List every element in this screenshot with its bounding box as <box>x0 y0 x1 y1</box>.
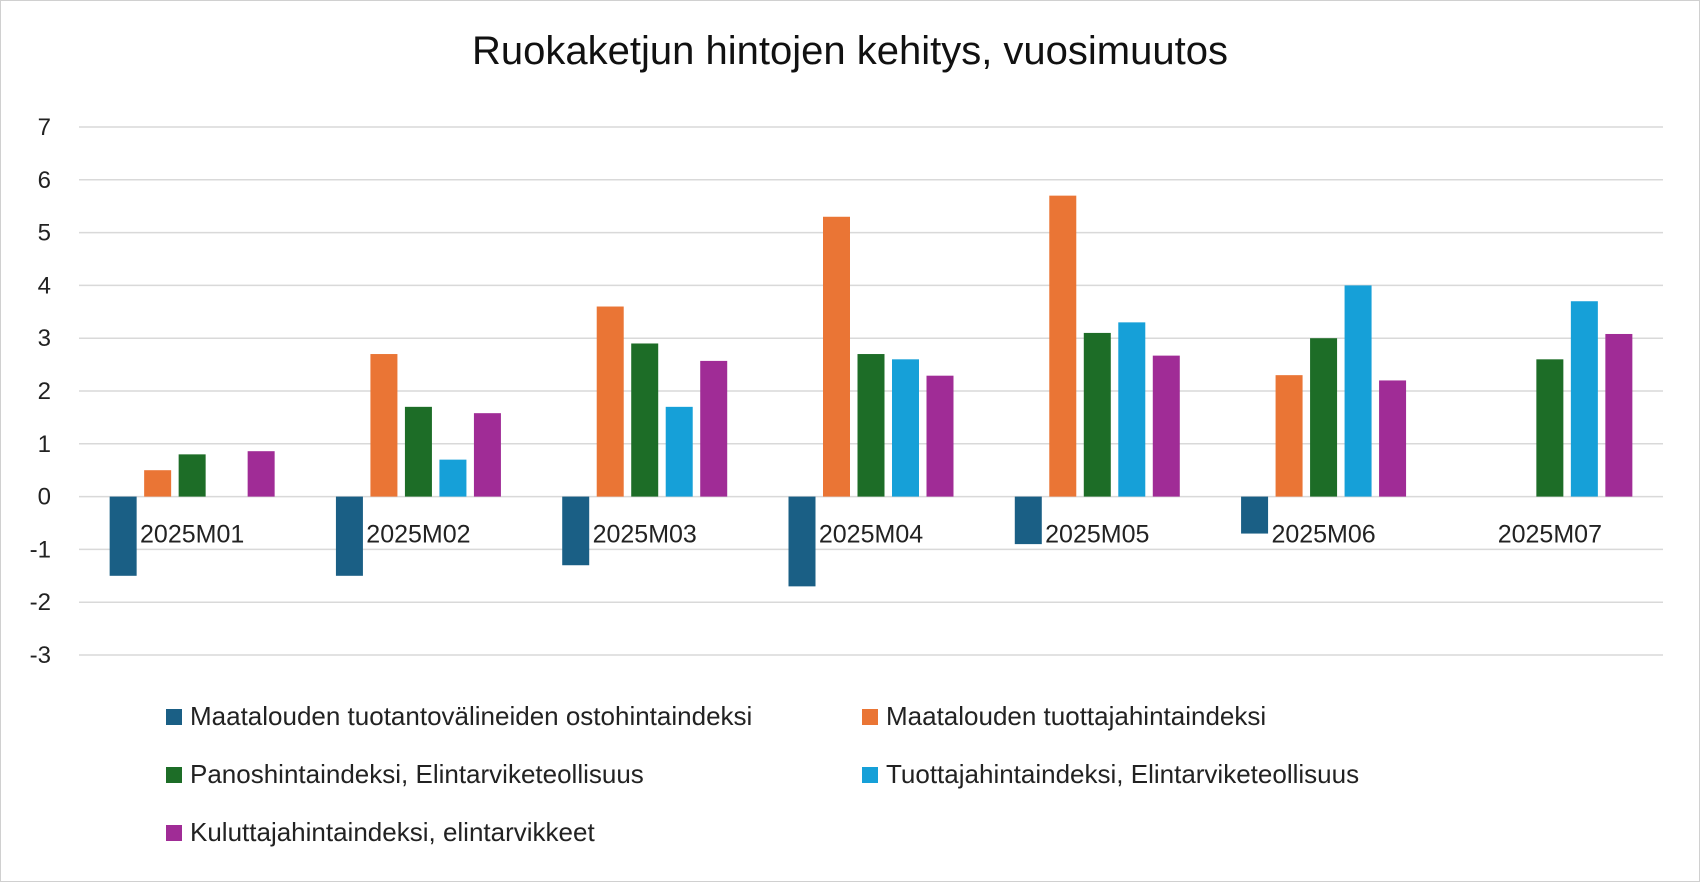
y-tick-label: -3 <box>30 642 51 669</box>
y-tick-label: 4 <box>38 272 51 299</box>
bars <box>109 195 1633 587</box>
bar <box>370 354 398 497</box>
y-tick-label: 5 <box>38 220 51 247</box>
bar <box>665 406 693 497</box>
legend-swatch <box>166 824 182 841</box>
legend-swatch <box>862 708 878 725</box>
y-tick-label: -1 <box>30 536 51 563</box>
legend-label: Panoshintaindeksi, Elintarviketeollisuus <box>190 759 644 789</box>
bar <box>562 496 590 566</box>
bar <box>144 470 172 497</box>
legend-swatch <box>166 708 182 725</box>
y-tick-label: -2 <box>30 589 51 616</box>
bar <box>1570 301 1598 497</box>
bar <box>823 216 850 497</box>
bar <box>788 496 816 587</box>
x-category-label: 2025M06 <box>1271 521 1375 549</box>
bar <box>700 360 728 497</box>
legend-item: Maatalouden tuottajahintaindeksi <box>862 701 1266 732</box>
legend-label: Tuottajahintaindeksi, Elintarviketeollis… <box>886 759 1360 789</box>
legend-label: Maatalouden tuotantovälineiden ostohinta… <box>190 701 753 731</box>
y-tick-label: 2 <box>38 378 51 405</box>
y-tick-label: 3 <box>38 325 51 352</box>
bar <box>1118 322 1146 497</box>
bar <box>1083 332 1111 497</box>
y-tick-label: 6 <box>38 167 51 194</box>
legend-label: Kuluttajahintaindeksi, elintarvikkeet <box>190 817 595 847</box>
legend-label: Maatalouden tuottajahintaindeksi <box>886 701 1267 731</box>
bar <box>439 459 467 497</box>
chart-title: Ruokaketjun hintojen kehitys, vuosimuuto… <box>472 29 1228 73</box>
bar <box>247 451 275 497</box>
bar <box>596 306 624 497</box>
legend-swatch <box>166 766 182 783</box>
bar <box>335 496 363 576</box>
bar <box>473 413 501 497</box>
bar <box>109 496 137 576</box>
bar <box>1014 496 1042 545</box>
bar <box>1152 355 1180 497</box>
legend-item: Panoshintaindeksi, Elintarviketeollisuus <box>166 759 644 790</box>
bar <box>1536 359 1564 497</box>
bar <box>892 359 919 497</box>
bar <box>926 375 954 497</box>
bar <box>178 454 206 497</box>
y-tick-label: 0 <box>38 484 51 511</box>
x-category-label: 2025M05 <box>1045 521 1149 549</box>
legend-item: Kuluttajahintaindeksi, elintarvikkeet <box>166 817 595 848</box>
bar <box>1241 496 1269 534</box>
y-axis-ticks: 7 6 5 4 3 2 1 0 -1 -2 -3 <box>30 114 51 669</box>
bar <box>1344 285 1372 497</box>
x-category-label: 2025M01 <box>140 521 244 549</box>
bar <box>1379 380 1407 497</box>
x-category-label: 2025M07 <box>1498 521 1602 549</box>
x-category-label: 2025M02 <box>366 521 470 549</box>
bar <box>1275 375 1303 497</box>
legend-item: Tuottajahintaindeksi, Elintarviketeollis… <box>862 759 1359 790</box>
bar <box>631 343 659 497</box>
y-tick-label: 1 <box>38 431 51 458</box>
x-axis-categories: 2025M01 2025M02 2025M03 2025M04 2025M05 2025M… <box>140 521 1602 549</box>
legend-item: Maatalouden tuotantovälineiden ostohinta… <box>166 701 752 732</box>
x-category-label: 2025M04 <box>819 521 923 549</box>
bar <box>1310 338 1338 497</box>
x-category-label: 2025M03 <box>593 521 697 549</box>
legend-swatch <box>862 766 878 783</box>
bar <box>1049 195 1077 497</box>
bar <box>857 354 885 497</box>
bar <box>404 406 432 497</box>
bar <box>1605 333 1633 497</box>
y-tick-label: 7 <box>38 114 51 141</box>
